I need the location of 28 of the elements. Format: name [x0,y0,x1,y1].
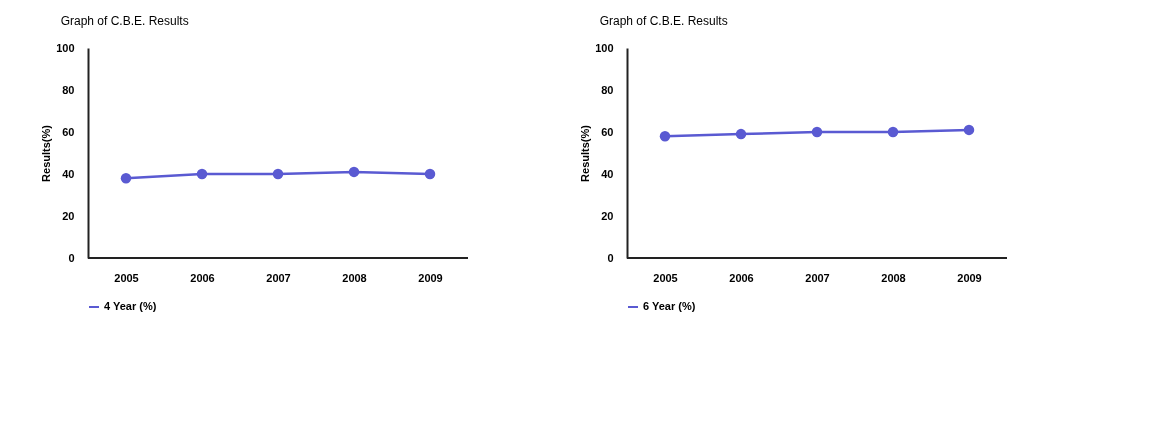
y-axis-title: Results(%) [579,124,592,182]
legend-label: 4 Year (%) [104,300,157,312]
y-tick-label: 100 [595,41,614,54]
x-tick-label: 2009 [957,271,982,284]
y-tick-label: 80 [601,83,614,96]
x-tick-label: 2007 [805,271,830,284]
x-tick-label: 2009 [418,271,443,284]
y-tick-label: 60 [601,125,614,138]
chart-title: Graph of C.B.E. Results [599,14,728,28]
x-tick-label: 2005 [653,271,678,284]
chart-title: Graph of C.B.E. Results [60,14,189,28]
x-tick-label: 2008 [881,271,906,284]
x-tick-label: 2008 [342,271,367,284]
y-axis-title: Results(%) [40,124,53,182]
y-tick-label: 40 [62,167,75,180]
y-tick-label: 20 [601,209,614,222]
x-tick-label: 2005 [114,271,139,284]
y-tick-label: 0 [68,251,75,264]
y-tick-label: 100 [56,41,75,54]
y-tick-label: 80 [62,83,75,96]
x-tick-label: 2007 [266,271,291,284]
x-tick-label: 2006 [190,271,215,284]
x-tick-label: 2006 [729,271,754,284]
legend-label: 6 Year (%) [643,300,696,312]
y-tick-label: 0 [607,251,614,264]
y-tick-label: 60 [62,125,75,138]
y-tick-label: 20 [62,209,75,222]
y-tick-label: 40 [601,167,614,180]
